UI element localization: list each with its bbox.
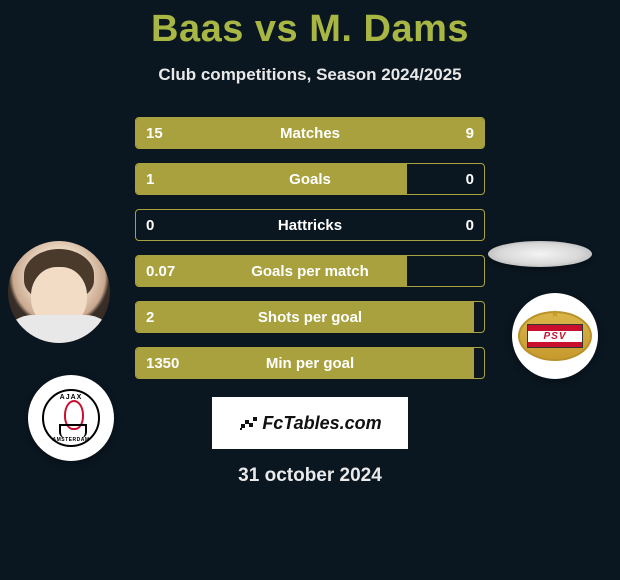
chart-icon <box>238 414 256 432</box>
stat-value-left: 1350 <box>146 355 179 372</box>
stat-value-left: 2 <box>146 309 154 326</box>
club-badge-left: AJAX AMSTERDAM <box>28 375 114 461</box>
footer-date: 31 october 2024 <box>0 465 620 487</box>
stat-row: 2 Shots per goal <box>135 301 485 333</box>
stat-value-left: 1 <box>146 171 154 188</box>
page-subtitle: Club competitions, Season 2024/2025 <box>0 65 620 85</box>
stat-label: Min per goal <box>266 355 354 372</box>
page-title: Baas vs M. Dams <box>0 0 620 51</box>
stat-label: Goals <box>289 171 331 188</box>
stat-fill-left <box>136 164 407 194</box>
stat-label: Shots per goal <box>258 309 362 326</box>
stat-row: 1 0 Goals <box>135 163 485 195</box>
stat-row: 0 0 Hattricks <box>135 209 485 241</box>
stat-label: Hattricks <box>278 217 342 234</box>
player-right-placeholder <box>488 241 592 267</box>
stat-row: 15 9 Matches <box>135 117 485 149</box>
stat-value-left: 15 <box>146 125 163 142</box>
comparison-area: AJAX AMSTERDAM ★ PSV 159Matches10Goals00… <box>0 117 620 379</box>
stat-fill-right <box>352 118 484 148</box>
brand-label: FcTables.com <box>262 413 381 434</box>
stat-value-right: 0 <box>466 171 474 188</box>
brand-badge: FcTables.com <box>212 397 408 449</box>
stat-value-right: 0 <box>466 217 474 234</box>
stat-label: Matches <box>280 125 340 142</box>
stat-row: 1350 Min per goal <box>135 347 485 379</box>
player-left-photo <box>8 241 110 343</box>
stat-label: Goals per match <box>251 263 369 280</box>
club-badge-right: ★ PSV <box>512 293 598 379</box>
stat-bars: 15 9 Matches 1 0 Goals 0 0 Hattricks 0.07 Goals pe… <box>135 117 485 379</box>
stat-value-right: 9 <box>466 125 474 142</box>
stat-row: 0.07 Goals per match <box>135 255 485 287</box>
stat-value-left: 0.07 <box>146 263 175 280</box>
stat-value-left: 0 <box>146 217 154 234</box>
